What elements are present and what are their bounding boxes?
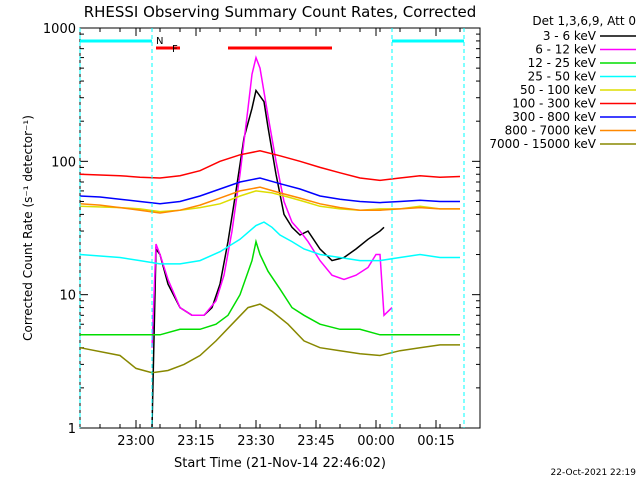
footer-date: 22-Oct-2021 22:19 (551, 468, 637, 478)
legend-label-3: 12 - 25 keV (528, 56, 597, 70)
x-axis-label: Start Time (21-Nov-14 22:46:02) (174, 456, 386, 471)
series-line-2 (151, 55, 393, 348)
flag-label-F: F (172, 44, 178, 55)
legend-label-7: 300 - 800 keV (512, 110, 596, 124)
series-line-8 (79, 186, 460, 214)
x-tick-label-0: 23:00 (117, 434, 154, 449)
x-tick-label-5: 00:15 (417, 434, 454, 449)
legend-label-5: 50 - 100 keV (520, 83, 597, 97)
x-tick-label-3: 23:45 (297, 434, 334, 449)
y-tick-label-0: 1 (68, 422, 76, 437)
legend-label-8: 800 - 7000 keV (505, 124, 597, 138)
chart-title: RHESSI Observing Summary Count Rates, Co… (84, 3, 477, 21)
series-line-3 (80, 238, 460, 336)
series-line-9 (79, 303, 460, 374)
legend-label-9: 7000 - 15000 keV (489, 137, 596, 151)
y-axis-label: Corrected Count Rate (s⁻¹ detector⁻¹) (21, 115, 35, 341)
y-tick-label-2: 100 (51, 155, 76, 170)
x-axis: 23:00 23:15 23:30 23:45 00:00 00:15 (79, 28, 481, 449)
x-tick-label-1: 23:15 (177, 434, 214, 449)
legend-header: Det 1,3,6,9, Att 0 (532, 14, 636, 28)
attenuator-flags: NF (79, 28, 465, 428)
y-tick-label-1: 10 (59, 289, 76, 304)
legend-label-6: 100 - 300 keV (512, 97, 596, 111)
legend-label-1: 3 - 6 keV (543, 29, 597, 43)
y-axis: 1 10 100 1000 (43, 22, 480, 437)
x-tick-label-4: 00:00 (357, 434, 394, 449)
flag-label-N: N (156, 36, 163, 47)
x-tick-label-2: 23:30 (237, 434, 274, 449)
legend-label-2: 6 - 12 keV (535, 43, 597, 57)
series-layer (79, 55, 461, 429)
y-tick-label-3: 1000 (43, 22, 76, 37)
series-line-4 (79, 221, 460, 265)
legend-label-4: 25 - 50 keV (528, 70, 597, 84)
series-line-6 (79, 150, 461, 182)
series-line-7 (79, 177, 460, 205)
plot-frame (79, 27, 481, 429)
